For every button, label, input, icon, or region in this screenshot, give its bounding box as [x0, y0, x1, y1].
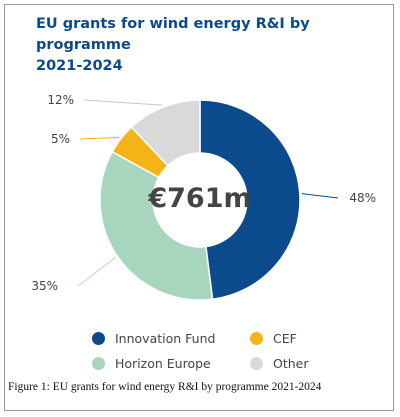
- legend-item-innovation-fund: Innovation Fund: [92, 331, 215, 346]
- data-label-innovation-fund: 48%: [349, 191, 376, 205]
- legend-item-other: Other: [250, 356, 309, 371]
- legend-label-cef: CEF: [273, 331, 297, 346]
- leader-line-horizon-europe: [77, 256, 116, 287]
- figure-caption: Figure 1: EU grants for wind energy R&I …: [8, 381, 322, 393]
- leader-line-other: [83, 99, 163, 106]
- leader-line-innovation-fund: [301, 193, 339, 199]
- center-total-label: €761m: [147, 183, 251, 214]
- legend-swatch-cef: [250, 332, 263, 345]
- legend-swatch-horizon-europe: [92, 357, 105, 370]
- legend-swatch-other: [250, 357, 263, 370]
- slice-innovation-fund: [199, 99, 301, 301]
- legend-label-other: Other: [273, 356, 309, 371]
- chart-title: EU grants for wind energy R&I by program…: [36, 14, 366, 77]
- chart-title-line2: 2021-2024: [36, 58, 123, 74]
- slice-other: [130, 99, 201, 167]
- legend-label-innovation-fund: Innovation Fund: [115, 331, 216, 346]
- data-label-other: 12%: [47, 93, 74, 107]
- chart-title-line1: EU grants for wind energy R&I by program…: [36, 16, 310, 53]
- slice-horizon-europe: [99, 150, 214, 301]
- leader-line-cef: [79, 136, 120, 140]
- legend-item-horizon-europe: Horizon Europe: [92, 356, 211, 371]
- legend-swatch-innovation-fund: [92, 332, 105, 345]
- legend-label-horizon-europe: Horizon Europe: [115, 356, 211, 371]
- figure-frame: [4, 4, 394, 411]
- legend-item-cef: CEF: [250, 331, 297, 346]
- data-label-cef: 5%: [51, 132, 70, 146]
- data-label-horizon-europe: 35%: [31, 279, 58, 293]
